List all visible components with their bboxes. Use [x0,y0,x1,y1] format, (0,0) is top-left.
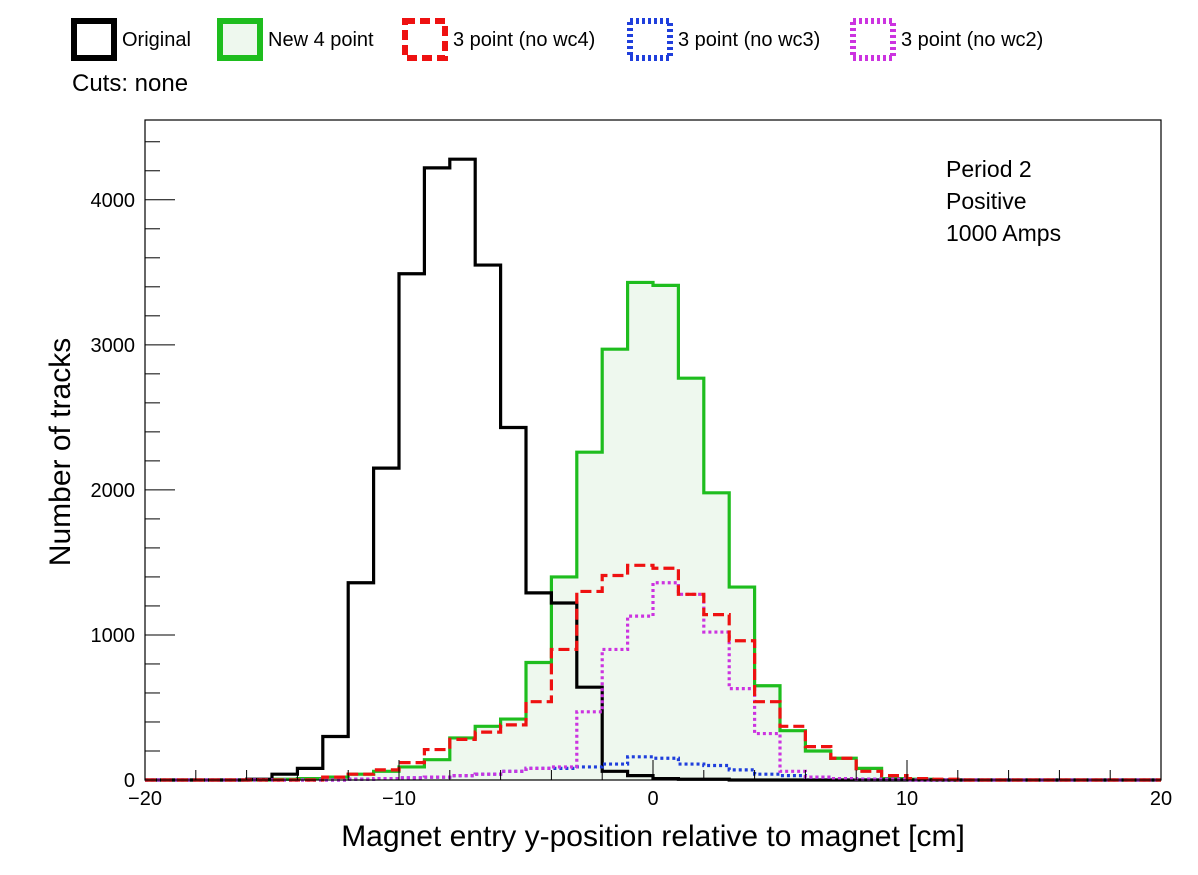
series-no_wc4 [145,563,1161,782]
legend-swatch-no_wc2 [850,18,896,61]
x-tick-label: 20 [1150,788,1172,810]
y-tick-label: 0 [124,770,135,792]
legend-label-no_wc3: 3 point (no wc3) [678,29,820,51]
y-tick-label: 3000 [91,335,136,357]
legend-item-new4: New 4 point [217,18,374,61]
axes: −20 −10 0 10 20 0 1000 2000 3000 4000 [91,141,1172,810]
series-no_wc2 [145,581,1161,782]
x-axis-title: Magnet entry y-position relative to magn… [341,820,965,853]
x-tick-label: 10 [896,788,918,810]
y-axis-title: Number of tracks [44,338,77,566]
plot-area: −20 −10 0 10 20 0 1000 2000 3000 4000 Period 2 Pos… [91,119,1172,810]
annotation-line: Positive [946,188,1027,214]
y-tick-label: 4000 [91,190,136,212]
y-tick-label: 2000 [91,480,136,502]
annotation-line: Period 2 [946,156,1032,182]
cuts-label: Cuts: none [72,70,188,97]
legend-swatch-new4 [217,18,263,61]
x-tick-label: −20 [128,788,162,810]
x-tick-label: −10 [382,788,416,810]
legend-label-original: Original [122,29,191,51]
legend-label-new4: New 4 point [268,29,374,51]
x-tick-label: 0 [647,788,658,810]
legend-swatch-no_wc4 [402,18,448,61]
legend-item-original: Original [71,18,191,61]
series-no_wc4-line [145,563,1161,782]
legend-label-no_wc2: 3 point (no wc2) [901,29,1043,51]
annotation-block: Period 2 Positive 1000 Amps [946,156,1061,246]
legend-item-no_wc2: 3 point (no wc2) [850,18,1043,61]
legend-label-no_wc4: 3 point (no wc4) [453,29,595,51]
legend-swatch-no_wc3 [627,18,673,61]
series-new4-fill [145,282,1161,780]
legend-swatch-original [71,18,117,61]
legend-item-no_wc3: 3 point (no wc3) [627,18,820,61]
legend: Original New 4 point 3 point (no wc4) 3 poi… [71,18,1043,61]
y-tick-label: 1000 [91,625,136,647]
legend-item-no_wc4: 3 point (no wc4) [402,18,595,61]
series-no_wc2-line [145,581,1161,782]
annotation-line: 1000 Amps [946,220,1061,246]
